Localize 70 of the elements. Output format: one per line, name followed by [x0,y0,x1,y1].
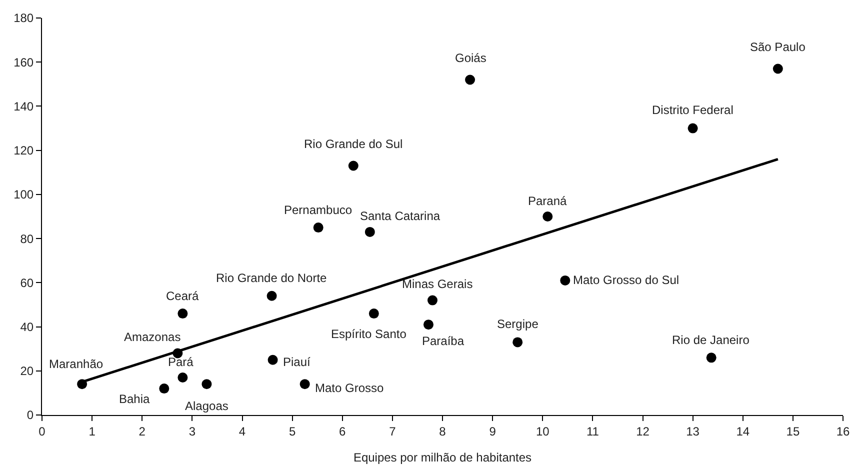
point [268,354,278,365]
y-tick-label: 20 [20,364,34,378]
annotation: Rio de Janeiro [672,333,750,347]
x-tick-label: 1 [88,424,96,438]
y-tick-label: 40 [20,320,34,334]
x-tick-label: 6 [339,424,346,438]
annotation: Minas Gerais [402,277,473,291]
x-tick-label: 8 [439,424,446,438]
annotation: Rio Grande do Norte [216,271,328,285]
point [423,320,434,330]
annotation: Santa Catarina [360,209,440,223]
y-tick-label: 80 [20,232,34,246]
point [560,275,570,286]
x-tick-label: 9 [489,424,496,438]
annotation: Rio Grande do Sul [304,137,403,151]
x-tick-label: 15 [786,424,800,438]
annotation: Alagoas [185,399,228,413]
x-tick-label: 3 [188,424,196,438]
y-tick-label: 160 [14,55,34,70]
annotation: Distrito Federal [652,103,734,117]
x-tick-label: 5 [288,424,296,438]
annotation: Pará [168,355,194,369]
annotation: Paraíba [422,334,464,348]
annotation: Pernambuco [284,203,352,217]
point [313,222,324,233]
annotation: Sergipe [497,317,539,331]
annotation: Piauí [283,355,312,369]
annotation: Goiás [455,51,486,65]
x-axis-title: Equipes por milhão de habitantes [353,450,532,464]
x-tick-label: 2 [138,424,146,438]
point [542,212,553,222]
point [368,308,379,319]
annotation: Amazonas [124,330,181,344]
point [688,123,698,134]
point [202,379,212,390]
y-tick-label: 180 [14,11,34,26]
x-tick-label: 16 [836,424,850,438]
point [178,308,188,319]
point [512,337,523,348]
point [427,295,438,306]
x-tick-label: 11 [586,424,600,438]
point [465,74,476,85]
y-tick-label: 0 [26,408,34,422]
annotation: São Paulo [750,40,806,54]
point [772,64,783,74]
y-tick-label: 100 [14,188,34,202]
x-tick-label: 0 [38,424,46,438]
point [178,372,188,383]
annotation: Paraná [528,194,568,208]
annotation: Maranhão [49,357,104,371]
point [348,160,358,171]
x-tick-label: 13 [686,424,700,438]
annotation: Bahia [119,392,150,406]
point [266,290,277,301]
x-tick-label: 12 [636,424,650,438]
x-tick-label: 10 [536,424,550,438]
point [159,384,170,394]
annotation: Mato Grosso do Sul [573,273,680,287]
annotation: Mato Grosso [315,381,384,395]
annotation: Espírito Santo [331,327,407,341]
point [364,226,375,237]
x-tick-label: 7 [389,424,396,438]
point [706,352,716,363]
x-tick-label: 4 [238,424,246,438]
annotation: Ceará [166,289,200,303]
x-tick-label: 14 [736,424,750,438]
y-tick-label: 60 [20,276,34,290]
point [300,379,310,390]
y-tick-label: 120 [14,144,34,158]
y-tick-label: 140 [14,99,34,114]
